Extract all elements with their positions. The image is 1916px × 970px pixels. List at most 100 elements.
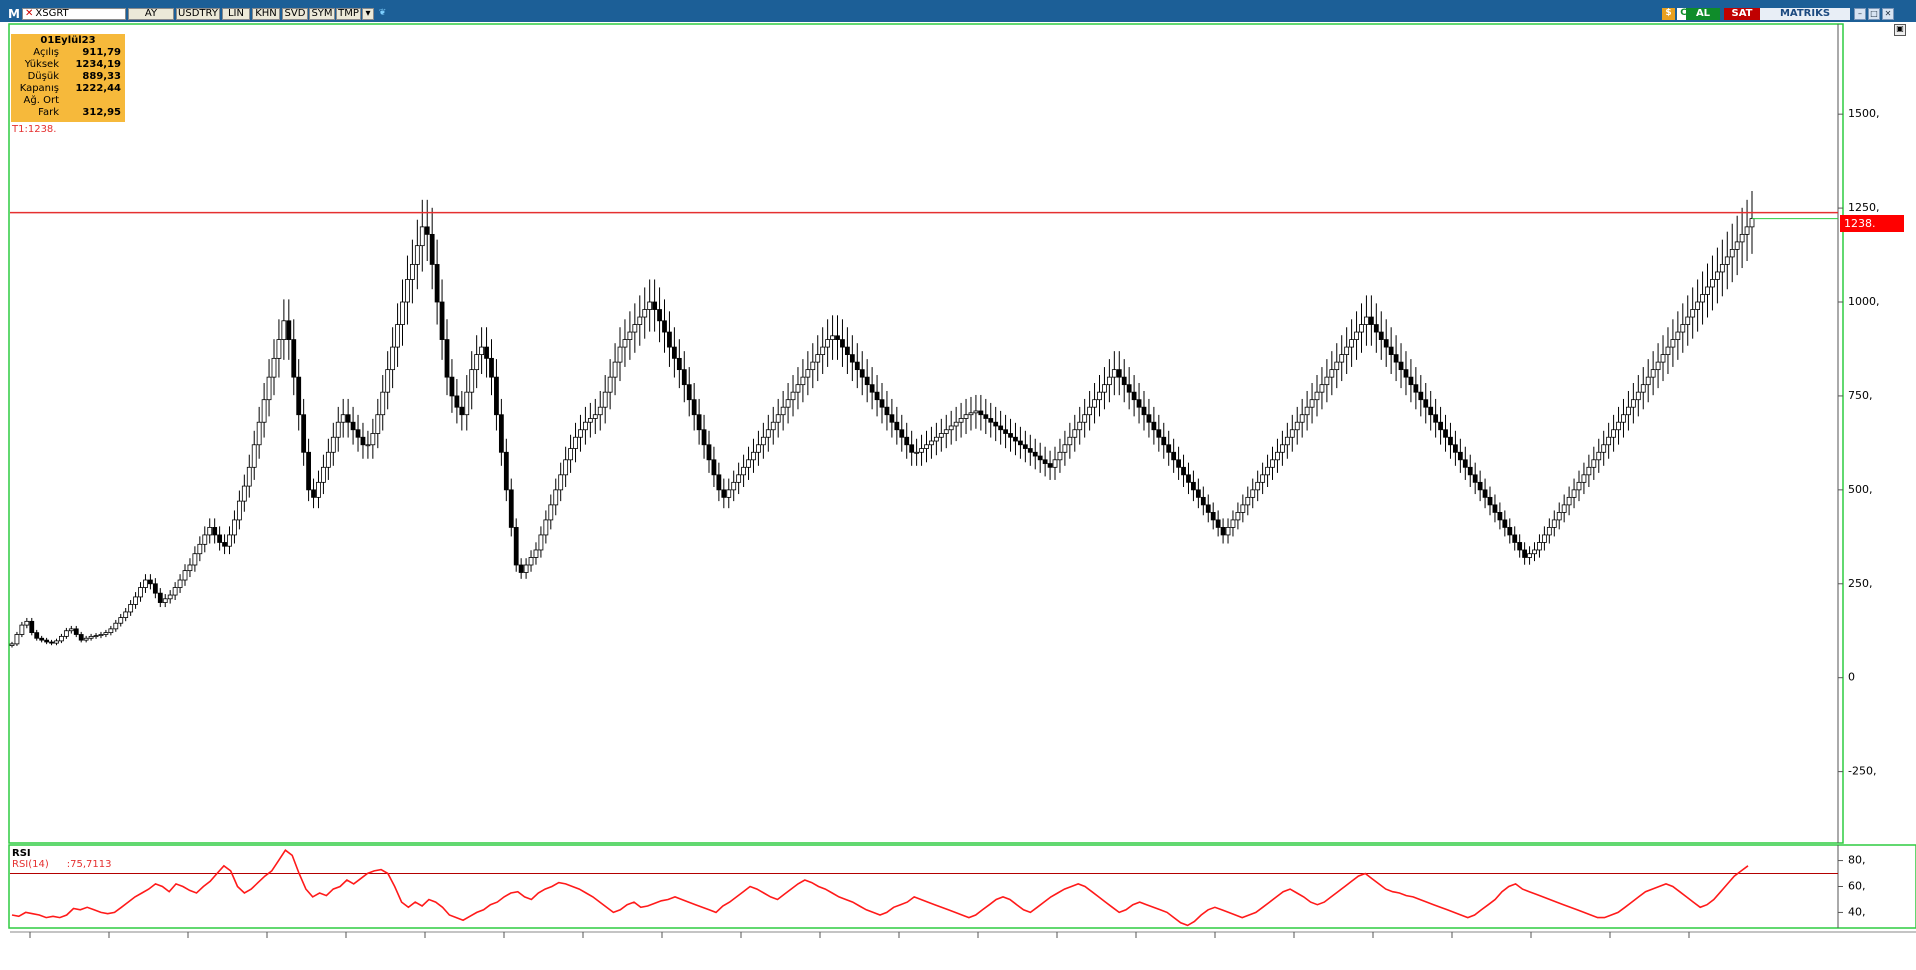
minimize-icon[interactable]: – (1854, 8, 1866, 20)
candle-up (1551, 519, 1557, 528)
candle-up (1690, 309, 1696, 318)
sym-button[interactable]: SYM (309, 8, 335, 20)
candle-up (162, 598, 168, 603)
candle-up (1354, 331, 1359, 340)
candle-down (1186, 474, 1191, 483)
candle-down (1022, 444, 1028, 449)
candle-up (370, 433, 376, 446)
candle-up (266, 376, 272, 401)
candle-up (1102, 384, 1107, 393)
candle-up (98, 634, 104, 637)
candle-up (815, 354, 821, 363)
candle-down (508, 489, 514, 528)
dropdown-icon[interactable]: ▾ (362, 8, 374, 20)
chart-canvas[interactable]: -250, 0 250, 500, 750, 1000, 1250, 1500, 40, 60, 8… (0, 22, 1916, 970)
app-logo: M (8, 7, 20, 21)
candle-up (1581, 474, 1587, 483)
buy-button[interactable]: AL (1686, 8, 1720, 20)
candle-up (1344, 346, 1350, 356)
candle-up (726, 489, 732, 498)
info-row-low: Düşük 889,33 (27, 71, 121, 82)
currency-button[interactable]: USDTRY (176, 8, 220, 20)
scale-button[interactable]: LIN (222, 8, 250, 20)
candle-up (1299, 414, 1305, 423)
candle-down (1018, 440, 1023, 446)
candle-down (988, 418, 994, 423)
svd-button[interactable]: SVD (282, 8, 308, 20)
candle-down (454, 395, 460, 408)
candle-up (1719, 264, 1725, 273)
price-tick-label: 1000, (1848, 295, 1880, 308)
candle-up (1665, 346, 1671, 356)
candle-up (390, 346, 396, 371)
candle-down (1418, 391, 1424, 401)
candle-up (1660, 354, 1666, 363)
candle-down (676, 357, 682, 371)
sell-button[interactable]: SAT (1724, 8, 1760, 20)
candle-up (340, 414, 346, 423)
info-row-high: Yüksek 1234,19 (24, 59, 121, 70)
restore-icon[interactable]: □ (1868, 8, 1880, 20)
scroll-icon[interactable]: ▣ (1894, 24, 1906, 36)
candle-down (1195, 489, 1201, 498)
candle-down (424, 226, 430, 235)
candle-down (1462, 459, 1468, 468)
candle-up (533, 549, 539, 558)
candle-up (1744, 226, 1750, 235)
candle-down (662, 320, 667, 333)
candle-up (553, 489, 559, 506)
candle-up (192, 553, 198, 566)
candle-up (281, 320, 287, 340)
candle-down (909, 444, 915, 453)
candle-up (9, 643, 15, 646)
candle-down (849, 354, 855, 363)
candle-down (869, 384, 875, 393)
candle-down (444, 339, 450, 378)
candle-up (1611, 429, 1616, 438)
candle-up (1304, 406, 1310, 416)
candle-up (464, 391, 470, 416)
candle-down (1136, 399, 1142, 408)
candle-down (345, 414, 351, 423)
candle-up (321, 466, 326, 483)
candle-up (1556, 511, 1562, 521)
candle-down (311, 489, 316, 498)
chart-icon[interactable]: $ (1662, 8, 1675, 20)
candle-up (182, 570, 188, 581)
candle-down (73, 628, 79, 635)
symbol-input[interactable]: ✕ XSGRT (22, 8, 126, 20)
candle-down (1517, 542, 1523, 551)
candle-up (409, 264, 415, 280)
candle-up (953, 421, 959, 427)
candle-down (691, 399, 697, 416)
candle-up (751, 451, 756, 461)
period-button[interactable]: AY (128, 8, 174, 20)
candle-down (1131, 391, 1137, 401)
tmp-button[interactable]: TMP (336, 8, 361, 20)
candle-down (1176, 459, 1181, 468)
candle-up (795, 384, 801, 393)
twitter-icon[interactable]: ❦ (378, 8, 387, 18)
candle-down (1492, 504, 1498, 513)
candle-up (167, 594, 173, 600)
candle-up (93, 635, 99, 638)
candle-up (1621, 414, 1626, 423)
candle-up (207, 527, 213, 536)
candle-down (686, 384, 692, 401)
close-icon[interactable]: ✕ (25, 8, 34, 19)
close-window-icon[interactable]: ✕ (1882, 8, 1894, 20)
candle-up (1546, 527, 1552, 536)
khn-button[interactable]: KHN (252, 8, 280, 20)
chart-area[interactable]: -250, 0 250, 500, 750, 1000, 1250, 1500, 40, 60, 8… (0, 22, 1916, 970)
price-tick-label: 1500, (1848, 107, 1880, 120)
candle-up (103, 632, 109, 635)
candle-down (1003, 429, 1008, 434)
candle-up (578, 429, 583, 438)
candle-up (548, 504, 554, 521)
candle-up (256, 421, 262, 446)
candle-up (1640, 384, 1646, 393)
candle-up (108, 628, 114, 634)
candle-up (1700, 294, 1705, 303)
info-row-avg: Ağ. Ort (23, 95, 59, 106)
symbol-value: XSGRT (35, 8, 69, 19)
